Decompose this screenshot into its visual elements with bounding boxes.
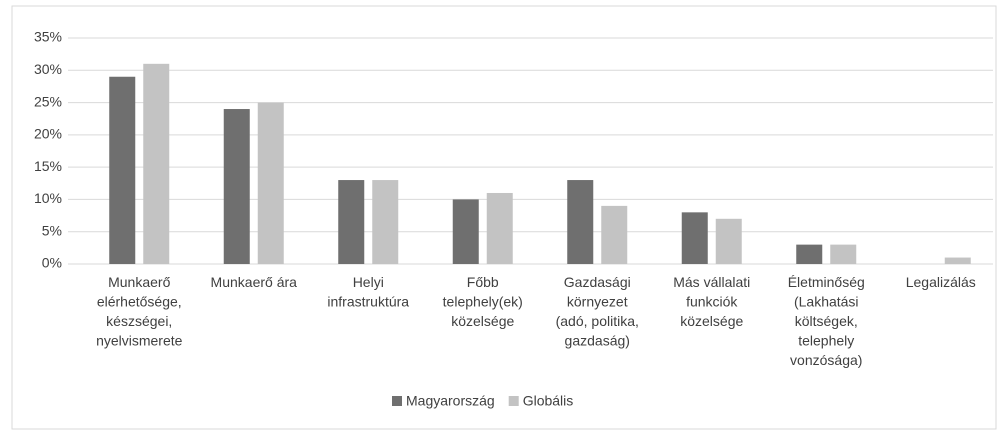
y-tick-label: 10% — [34, 190, 62, 206]
x-tick-label-line: elérhetősége, — [97, 293, 182, 309]
y-tick-label: 30% — [34, 61, 62, 77]
x-tick-label-line: költségek, — [795, 313, 858, 329]
x-tick-label: Főbb telephely(ek) közelsége — [443, 274, 523, 329]
x-tick-label-line: nyelvismerete — [96, 332, 183, 348]
x-tick-label-line: Gazdasági — [564, 274, 631, 290]
bar — [715, 218, 742, 264]
x-tick-label-line: Főbb — [467, 274, 499, 290]
x-tick-label: Munkaerő elérhetősége, készségei, nyelvisme… — [96, 274, 183, 349]
x-tick-label-line: gazdaság) — [565, 332, 630, 348]
y-tick-label: 25% — [34, 93, 62, 109]
x-tick-label-line: közelsége — [451, 313, 514, 329]
bar — [109, 76, 136, 264]
bar — [567, 180, 594, 264]
bar — [796, 244, 823, 264]
x-tick-label-line: funkciók — [686, 293, 738, 309]
x-tick-label-line: telephely — [798, 332, 854, 348]
x-tick-label-line: (Lakhatási — [794, 293, 859, 309]
bar — [143, 63, 170, 265]
y-tick-label: 0% — [42, 255, 62, 271]
bar — [486, 192, 513, 264]
x-tick-label: Munkaerő ára — [211, 274, 298, 290]
bar — [338, 180, 365, 264]
bar — [944, 257, 971, 264]
x-tick-label-line: közelsége — [680, 313, 743, 329]
bar — [257, 102, 284, 264]
x-tick-label-line: Életminőség — [788, 274, 865, 290]
x-tick-label: Helyi infrastruktúra — [327, 274, 409, 310]
x-tick-label-line: Helyi — [353, 274, 384, 290]
x-tick-label-line: Legalizálás — [906, 274, 976, 290]
bar — [452, 199, 479, 264]
x-tick-label: Legalizálás — [906, 274, 976, 290]
legend-label: Magyarország — [406, 393, 495, 409]
y-tick-label: 15% — [34, 158, 62, 174]
x-tick-label-line: vonzósága) — [790, 352, 862, 368]
bar — [681, 212, 708, 264]
bar — [372, 180, 399, 264]
x-tick-label: Más vállalati funkciók közelsége — [673, 274, 750, 329]
y-tick-label: 5% — [42, 222, 62, 238]
x-tick-label-line: telephely(ek) — [443, 293, 523, 309]
legend-swatch — [508, 396, 519, 406]
bar — [830, 244, 857, 264]
x-tick-label-line: Munkaerő — [108, 274, 170, 290]
legend-swatch — [392, 396, 402, 406]
x-tick-label-line: készségei, — [106, 313, 172, 329]
y-tick-label: 35% — [34, 29, 62, 45]
y-tick-label: 20% — [34, 126, 62, 142]
legend-label: Globális — [523, 393, 574, 409]
x-tick-label-line: Más vállalati — [673, 274, 750, 290]
x-tick-label-line: (adó, politika, — [556, 313, 639, 329]
x-tick-label-line: környezet — [567, 293, 628, 309]
x-tick-label-line: Munkaerő ára — [211, 274, 298, 290]
bar — [601, 205, 628, 264]
x-tick-label-line: infrastruktúra — [327, 293, 409, 309]
x-tick-label: Gazdasági környezet (adó, politika, gazdasá… — [556, 274, 639, 349]
bar — [223, 109, 250, 265]
x-tick-label: Életminőség (Lakhatási költségek, telephely… — [788, 274, 865, 368]
